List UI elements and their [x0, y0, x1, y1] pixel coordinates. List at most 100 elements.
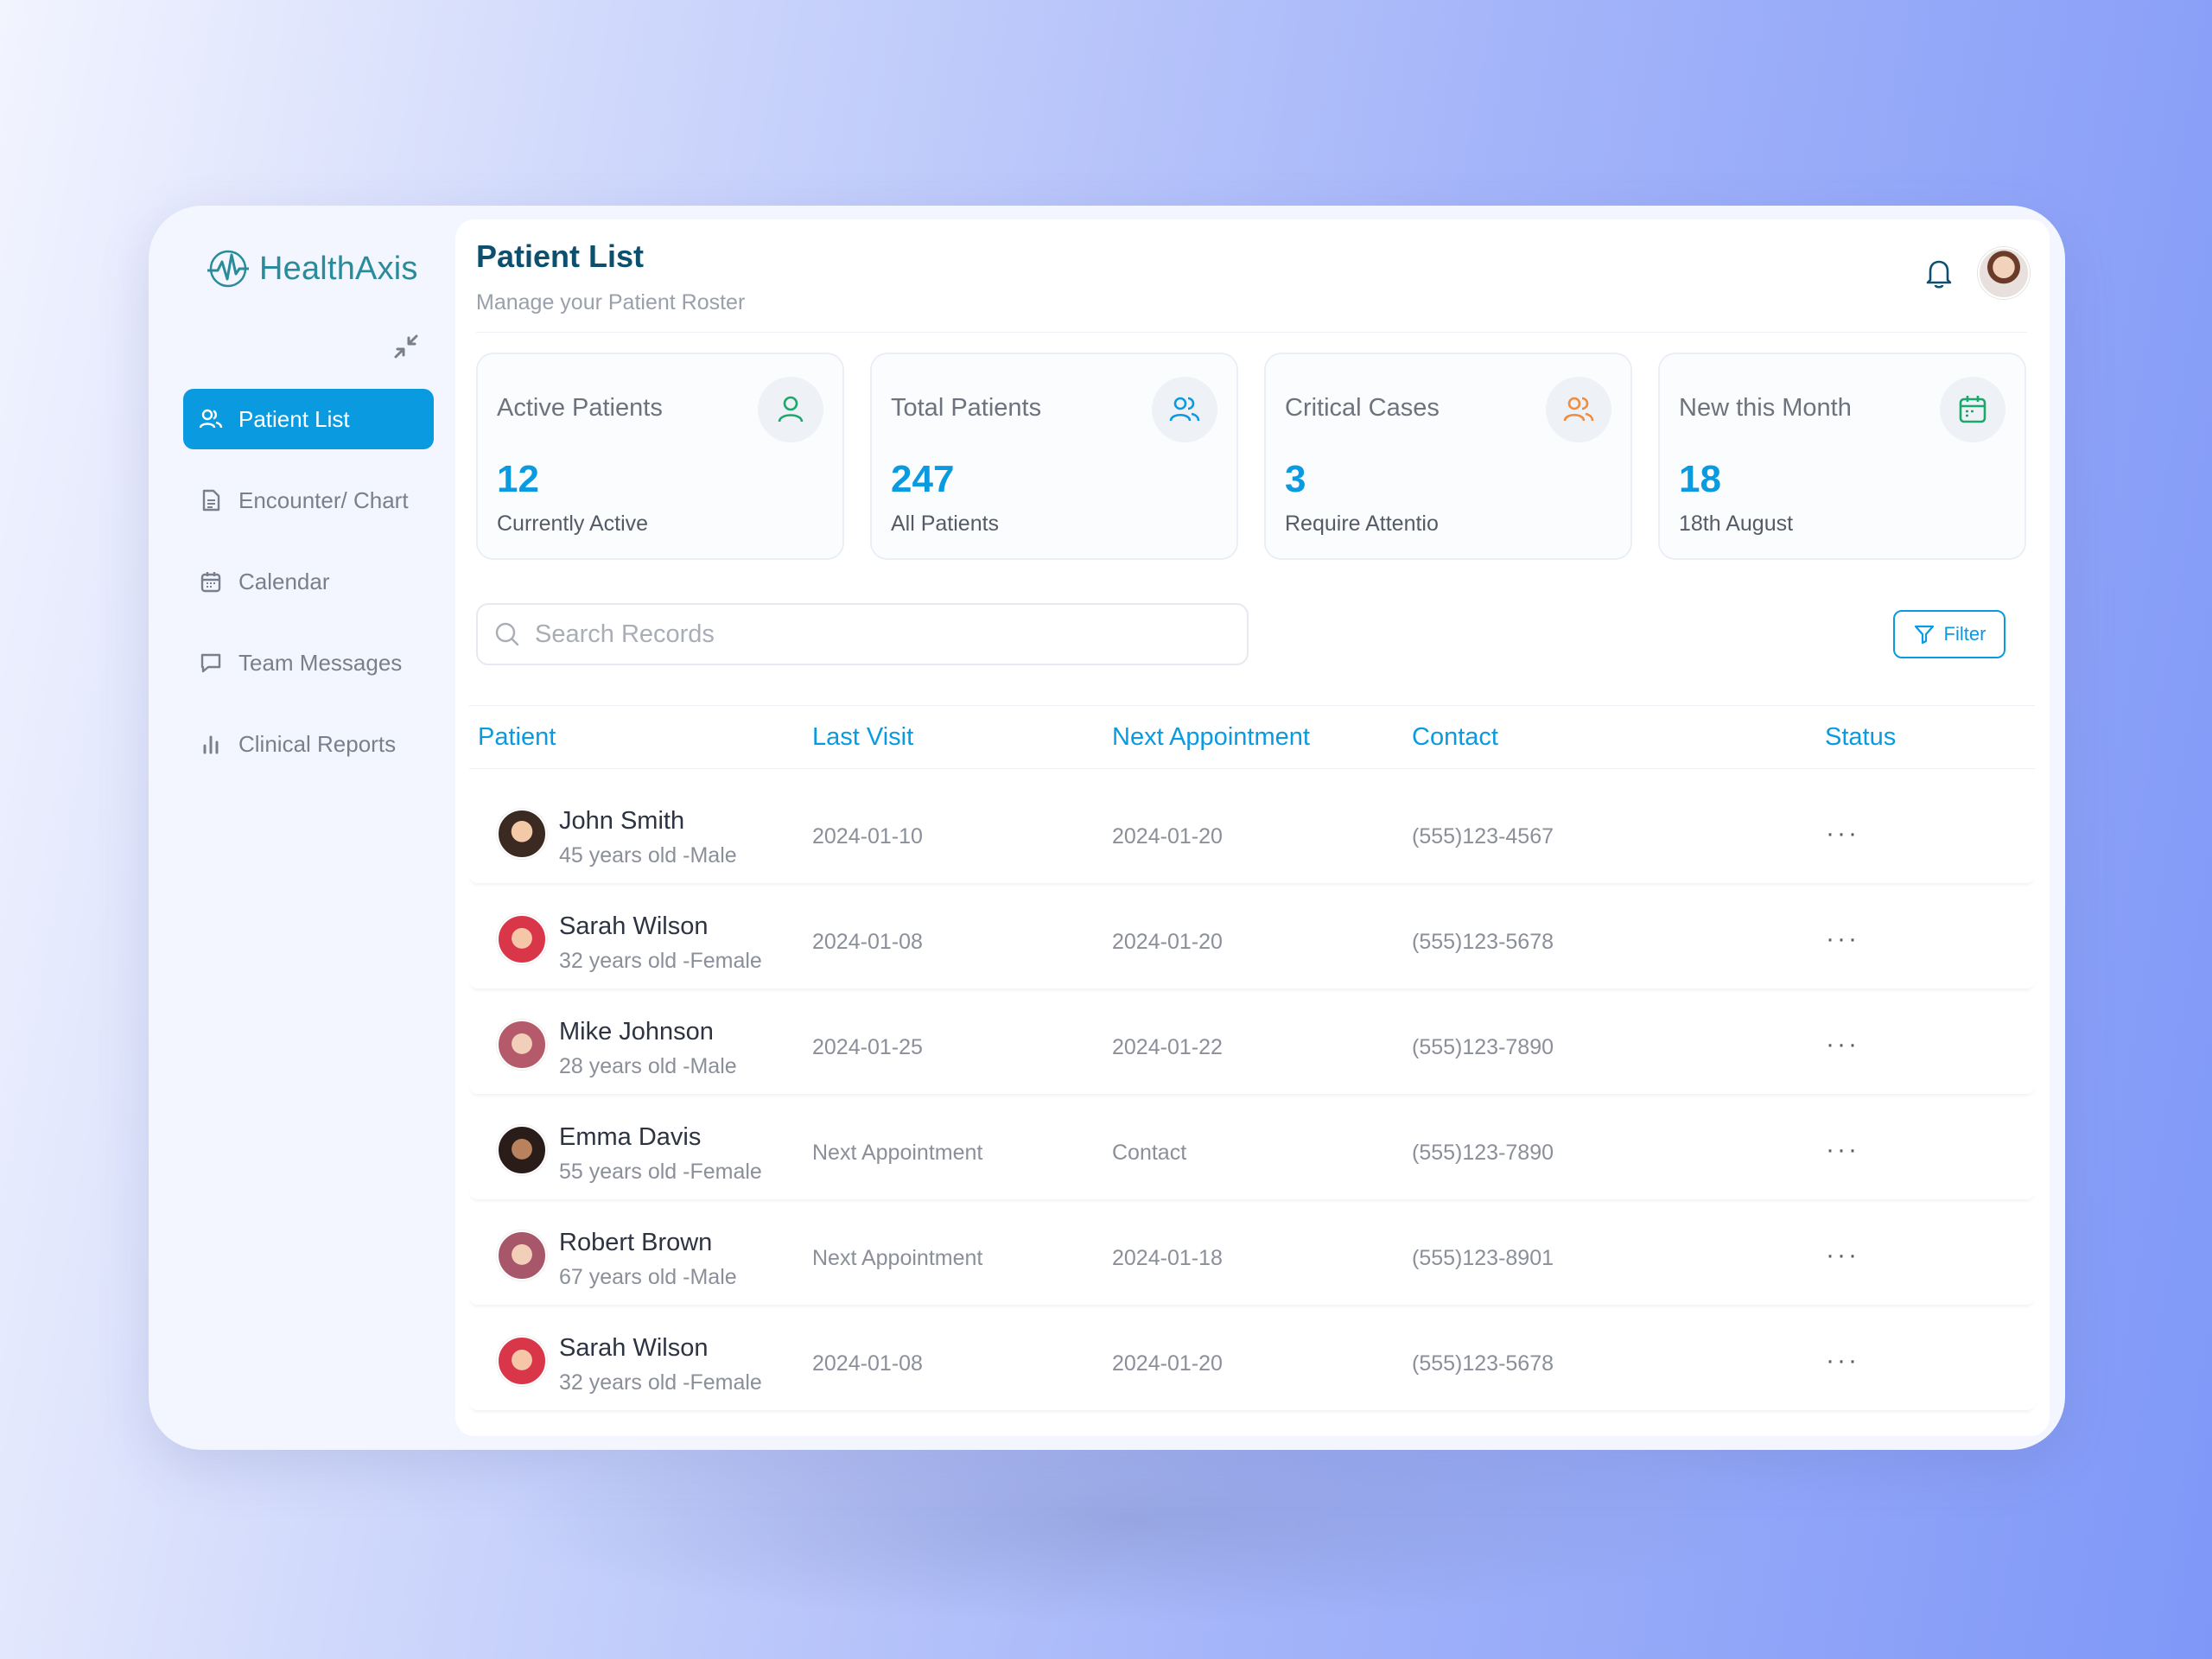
patient-meta: 32 years old -Female — [559, 949, 762, 973]
last-visit-cell: Next Appointment — [812, 1246, 983, 1270]
search-icon — [495, 622, 519, 646]
sidebar-item-label: Encounter/ Chart — [238, 486, 409, 513]
sidebar-item-label: Clinical Reports — [238, 730, 397, 757]
contact-cell: (555)123-7890 — [1412, 1035, 1554, 1059]
row-actions-menu[interactable]: ··· — [1826, 1346, 1859, 1375]
search-input[interactable] — [533, 619, 1228, 650]
stat-card-new-this-month: New this Month 18 18th August — [1658, 353, 2026, 560]
column-header-next-appointment[interactable]: Next Appointment — [1112, 723, 1310, 751]
table-row[interactable]: Sarah Wilson 32 years old -Female 2024-0… — [469, 887, 2035, 988]
row-actions-menu[interactable]: ··· — [1826, 819, 1859, 848]
stat-card-subtitle: Require Attentio — [1285, 512, 1439, 536]
column-header-patient[interactable]: Patient — [478, 723, 556, 751]
calendar-icon — [1940, 377, 2005, 442]
next-appointment-cell: 2024-01-20 — [1112, 1351, 1223, 1376]
sidebar-item-clinical-reports[interactable]: Clinical Reports — [183, 714, 434, 774]
row-actions-menu[interactable]: ··· — [1826, 1135, 1859, 1164]
patient-avatar — [497, 914, 547, 964]
sidebar: HealthAxis Patient List Encounter/ C — [149, 206, 455, 1450]
last-visit-cell: 2024-01-08 — [812, 1351, 923, 1376]
heartbeat-logo-icon — [207, 250, 249, 288]
filter-label: Filter — [1943, 623, 1986, 645]
logo: HealthAxis — [204, 245, 418, 293]
users-icon — [1152, 377, 1217, 442]
patient-name: Emma Davis — [559, 1123, 702, 1151]
patient-name: Robert Brown — [559, 1229, 713, 1256]
patient-avatar — [497, 1336, 547, 1386]
main-panel: Patient List Manage your Patient Roster … — [455, 219, 2050, 1436]
sidebar-item-patient-list[interactable]: Patient List — [183, 389, 434, 449]
last-visit-cell: 2024-01-08 — [812, 930, 923, 954]
last-visit-cell: 2024-01-10 — [812, 824, 923, 849]
patient-name: John Smith — [559, 807, 685, 835]
contact-cell: (555)123-4567 — [1412, 824, 1554, 849]
row-actions-menu[interactable]: ··· — [1826, 1030, 1859, 1058]
contact-cell: (555)123-5678 — [1412, 1351, 1554, 1376]
stat-card-title: Critical Cases — [1285, 394, 1440, 422]
column-header-contact[interactable]: Contact — [1412, 723, 1498, 751]
patient-meta: 55 years old -Female — [559, 1160, 762, 1184]
search-box — [476, 603, 1249, 665]
patient-name: Sarah Wilson — [559, 912, 709, 940]
page-subtitle: Manage your Patient Roster — [476, 290, 746, 315]
table-header: Patient Last Visit Next Appointment Cont… — [469, 705, 2035, 769]
stat-card-value: 3 — [1285, 458, 1306, 500]
table-row[interactable]: John Smith 45 years old -Male 2024-01-10… — [469, 781, 2035, 883]
last-visit-cell: 2024-01-25 — [812, 1035, 923, 1059]
patient-avatar — [497, 809, 547, 859]
bar-chart-icon — [203, 735, 219, 754]
brand-name: HealthAxis — [259, 250, 418, 287]
column-header-status[interactable]: Status — [1825, 723, 1897, 751]
user-avatar[interactable] — [1978, 247, 2030, 299]
page-title: Patient List — [476, 238, 645, 274]
contact-cell: (555)123-7890 — [1412, 1141, 1554, 1165]
stat-card-active-patients: Active Patients 12 Currently Active — [476, 353, 844, 560]
patient-avatar — [497, 1230, 547, 1281]
patient-meta: 28 years old -Male — [559, 1054, 737, 1078]
stat-card-value: 18 — [1679, 458, 1721, 500]
sidebar-item-label: Team Messages — [238, 649, 403, 676]
stat-card-title: Total Patients — [891, 394, 1042, 422]
calendar-icon — [200, 572, 221, 593]
stat-card-value: 247 — [891, 458, 955, 500]
user-icon — [758, 377, 823, 442]
table-row[interactable]: Mike Johnson 28 years old -Male 2024-01-… — [469, 992, 2035, 1094]
contact-cell: (555)123-5678 — [1412, 930, 1554, 954]
stat-card-title: New this Month — [1679, 394, 1852, 422]
contact-cell: (555)123-8901 — [1412, 1246, 1554, 1270]
patient-meta: 32 years old -Female — [559, 1370, 762, 1395]
users-icon — [1546, 377, 1611, 442]
stat-card-value: 12 — [497, 458, 539, 500]
next-appointment-cell: 2024-01-20 — [1112, 930, 1223, 954]
patient-avatar — [497, 1020, 547, 1070]
stats-cards: Active Patients 12 Currently Active Tota… — [476, 353, 2028, 560]
stat-card-critical-cases: Critical Cases 3 Require Attentio — [1264, 353, 1632, 560]
next-appointment-cell: 2024-01-20 — [1112, 824, 1223, 849]
row-actions-menu[interactable]: ··· — [1826, 1241, 1859, 1269]
patient-meta: 67 years old -Male — [559, 1265, 737, 1289]
sidebar-item-calendar[interactable]: Calendar — [183, 551, 434, 612]
stat-card-subtitle: Currently Active — [497, 512, 649, 536]
row-actions-menu[interactable]: ··· — [1826, 925, 1859, 953]
stat-card-total-patients: Total Patients 247 All Patients — [870, 353, 1238, 560]
filter-button[interactable]: Filter — [1893, 610, 2005, 658]
next-appointment-cell: 2024-01-22 — [1112, 1035, 1223, 1059]
patient-name: Mike Johnson — [559, 1018, 714, 1046]
table-row[interactable]: Sarah Wilson 32 years old -Female 2024-0… — [469, 1308, 2035, 1410]
patient-avatar — [497, 1125, 547, 1175]
table-row[interactable]: Robert Brown 67 years old -Male Next App… — [469, 1203, 2035, 1305]
sidebar-item-team-messages[interactable]: Team Messages — [183, 632, 434, 693]
next-appointment-cell: 2024-01-18 — [1112, 1246, 1223, 1270]
sidebar-nav: Patient List Encounter/ Chart Calendar — [183, 389, 434, 795]
sidebar-item-label: Calendar — [238, 568, 330, 594]
table-row[interactable]: Emma Davis 55 years old -Female Next App… — [469, 1097, 2035, 1199]
column-header-last-visit[interactable]: Last Visit — [812, 723, 914, 751]
notification-bell-icon[interactable] — [1920, 254, 1958, 292]
app-window: HealthAxis Patient List Encounter/ C — [149, 206, 2065, 1450]
sidebar-item-encounter-chart[interactable]: Encounter/ Chart — [183, 470, 434, 531]
stat-card-title: Active Patients — [497, 394, 663, 422]
users-icon — [199, 409, 223, 429]
collapse-sidebar-icon[interactable] — [391, 331, 422, 362]
stat-card-subtitle: 18th August — [1679, 512, 1794, 536]
next-appointment-cell: Contact — [1112, 1141, 1187, 1165]
